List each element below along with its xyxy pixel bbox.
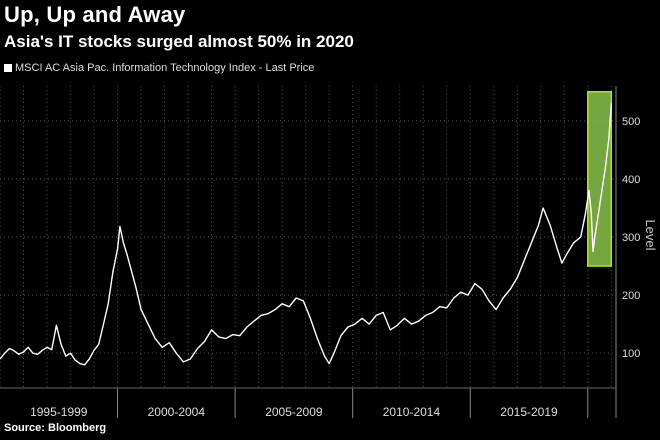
y-tick-label: 300 [622, 232, 640, 244]
y-tick-label: 400 [622, 174, 640, 186]
highlight-box [587, 91, 613, 267]
x-tick-label: 2000-2004 [148, 405, 206, 419]
x-tick-label: 1995-1999 [30, 405, 88, 419]
grid [0, 86, 616, 388]
y-tick-label: 200 [622, 290, 640, 302]
highlight-rect [587, 91, 613, 267]
x-tick-label: 2005-2009 [265, 405, 323, 419]
chart-title: Up, Up and Away [4, 2, 186, 27]
legend-label: MSCI AC Asia Pac. Information Technology… [15, 62, 315, 74]
source-note: Source: Bloomberg [4, 422, 107, 434]
axes: 100 200 300 400 500 1995-1999 2000-2004 2005-20… [0, 86, 640, 419]
series-group [0, 103, 612, 366]
x-tick-label: 2015-2019 [500, 405, 558, 419]
series-line [0, 103, 612, 366]
chart-subtitle: Asia's IT stocks surged almost 50% in 20… [4, 32, 354, 51]
x-tick-label: 2010-2014 [383, 405, 441, 419]
legend: MSCI AC Asia Pac. Information Technology… [4, 62, 314, 74]
y-axis-label: Level [643, 219, 658, 250]
legend-swatch [4, 64, 12, 72]
y-tick-label: 100 [622, 348, 640, 360]
y-tick-label: 500 [622, 116, 640, 128]
